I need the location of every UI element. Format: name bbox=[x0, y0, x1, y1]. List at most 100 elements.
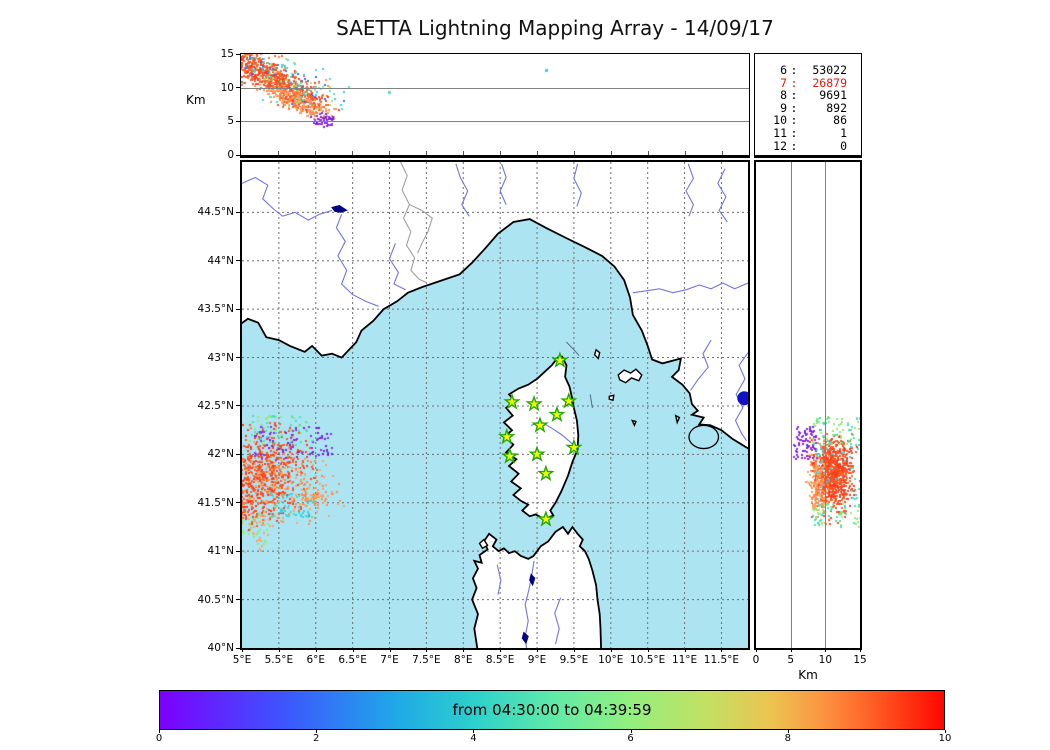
top-panel-gridline bbox=[241, 87, 749, 89]
longitude-minor-tick bbox=[463, 151, 465, 155]
source-count-panel: 6:53022 7:26879 8:9691 9:892 10:86 11:1 12:0 bbox=[754, 53, 862, 158]
longitude-minor-tick bbox=[315, 151, 317, 155]
longitude-minor-tick bbox=[722, 151, 724, 155]
altitude-right-tick-label: 15 bbox=[853, 654, 867, 666]
source-count-value: 53022 bbox=[812, 63, 847, 77]
longitude-tick-label: 11°E bbox=[671, 654, 698, 666]
longitude-tick-label: 11.5°E bbox=[703, 654, 740, 666]
colorbar-tick-label: 0 bbox=[155, 733, 163, 744]
longitude-tick-mark bbox=[463, 648, 465, 652]
latitude-tick-mark bbox=[236, 599, 240, 601]
source-count-row: 12: 0 bbox=[767, 138, 847, 153]
source-count-row: 8: 9691 bbox=[767, 89, 847, 102]
longitude-tick-label: 6°E bbox=[306, 654, 326, 666]
right-panel-gridline bbox=[790, 162, 792, 648]
longitude-tick-label: 9°E bbox=[527, 654, 547, 666]
altitude-tick-label: 15 bbox=[220, 48, 234, 60]
source-count-colon: : bbox=[790, 113, 798, 128]
source-count-value: 9691 bbox=[819, 88, 847, 103]
top-panel-gridline bbox=[241, 121, 749, 123]
colorbar-tick-label: 10 bbox=[938, 733, 952, 744]
longitude-tick-mark bbox=[684, 648, 686, 652]
altitude-latitude-panel bbox=[754, 160, 862, 650]
altitude-longitude-panel bbox=[240, 53, 750, 158]
longitude-minor-tick bbox=[426, 151, 428, 155]
latitude-tick-label: 43.5°N bbox=[197, 303, 234, 316]
source-count-key: 8 bbox=[780, 88, 787, 103]
latitude-tick-label: 41.5°N bbox=[197, 496, 234, 509]
source-count-colon: : bbox=[790, 75, 798, 90]
latitude-tick-label: 44.5°N bbox=[197, 206, 234, 219]
longitude-minor-tick bbox=[537, 151, 539, 155]
altitude-axis-label-left: Km bbox=[186, 93, 206, 107]
latitude-tick-label: 40.5°N bbox=[197, 593, 234, 606]
colorbar-tick-label: 4 bbox=[470, 733, 477, 744]
source-count-colon: : bbox=[790, 125, 798, 140]
latitude-tick-mark bbox=[236, 260, 240, 262]
source-count-value: 892 bbox=[826, 100, 847, 115]
source-count-key: 7 bbox=[780, 75, 787, 90]
altitude-right-tick-label: 5 bbox=[787, 654, 794, 666]
source-count-colon: : bbox=[790, 88, 798, 103]
altitude-right-tick-label: 10 bbox=[818, 654, 833, 666]
colorbar-tick-mark bbox=[473, 730, 475, 733]
source-count-row: 6:53022 bbox=[767, 64, 847, 77]
right-panel-gridline bbox=[825, 162, 827, 648]
altitude-right-tick-mark bbox=[860, 648, 861, 652]
source-count-key: 12 bbox=[773, 138, 787, 153]
longitude-tick-label: 9.5°E bbox=[559, 654, 589, 666]
latitude-tick-label: 44°N bbox=[207, 254, 234, 267]
colorbar-time-label: from 04:30:00 to 04:39:59 bbox=[452, 701, 652, 719]
longitude-minor-tick bbox=[278, 151, 280, 155]
source-count-row: 7:26879 bbox=[767, 75, 847, 90]
colorbar-tick-label: 8 bbox=[784, 733, 791, 744]
latitude-tick-mark bbox=[236, 502, 240, 504]
longitude-minor-tick bbox=[611, 151, 613, 155]
colorbar-tick-mark bbox=[159, 730, 160, 733]
latitude-tick-mark bbox=[236, 211, 240, 213]
source-count-colon: : bbox=[790, 138, 798, 153]
source-count-value: 26879 bbox=[812, 75, 847, 90]
longitude-minor-tick bbox=[352, 151, 354, 155]
longitude-tick-label: 5.5°E bbox=[264, 654, 294, 666]
altitude-right-tick-label: 0 bbox=[752, 654, 760, 666]
altitude-tick-mark bbox=[236, 53, 240, 55]
source-count-table: 6:53022 7:26879 8:9691 9:892 10:86 11:1 12:0 bbox=[767, 64, 847, 152]
source-count-key: 6 bbox=[780, 63, 787, 77]
longitude-tick-label: 5°E bbox=[232, 654, 252, 666]
colorbar-tick-mark bbox=[316, 730, 318, 733]
page-title: SAETTA Lightning Mapping Array - 14/09/1… bbox=[336, 16, 774, 40]
latitude-tick-label: 43°N bbox=[207, 351, 234, 364]
longitude-tick-mark bbox=[278, 648, 280, 652]
source-count-key: 11 bbox=[773, 125, 787, 140]
colorbar-tick-mark bbox=[787, 730, 789, 733]
map-scatter bbox=[242, 162, 748, 648]
longitude-tick-mark bbox=[315, 648, 317, 652]
longitude-tick-mark bbox=[647, 648, 649, 652]
altitude-right-tick-mark bbox=[790, 648, 792, 652]
longitude-tick-label: 8°E bbox=[453, 654, 473, 666]
longitude-minor-tick bbox=[389, 151, 391, 155]
altitude-longitude-scatter bbox=[241, 54, 749, 155]
longitude-tick-mark bbox=[537, 648, 539, 652]
latitude-tick-mark bbox=[236, 405, 240, 407]
longitude-tick-mark bbox=[573, 648, 575, 652]
source-count-row: 10: 86 bbox=[767, 114, 847, 127]
time-colorbar: from 04:30:00 to 04:39:59 bbox=[159, 690, 945, 730]
altitude-tick-label: 10 bbox=[220, 81, 234, 94]
source-count-key: 10 bbox=[773, 113, 787, 128]
longitude-tick-label: 6.5°E bbox=[338, 654, 367, 666]
latitude-tick-label: 42.5°N bbox=[197, 399, 234, 412]
latitude-tick-mark bbox=[236, 357, 240, 359]
source-count-row: 9: 892 bbox=[767, 102, 847, 115]
altitude-axis-label-right: Km bbox=[798, 668, 818, 682]
altitude-tick-mark bbox=[236, 87, 240, 89]
source-count-value: 0 bbox=[840, 138, 847, 153]
latitude-tick-mark bbox=[236, 647, 240, 649]
latitude-tick-label: 41°N bbox=[207, 545, 234, 558]
longitude-minor-tick bbox=[648, 151, 650, 155]
altitude-tick-label: 5 bbox=[227, 115, 234, 128]
longitude-tick-mark bbox=[352, 648, 354, 652]
colorbar-tick-mark bbox=[945, 730, 946, 733]
